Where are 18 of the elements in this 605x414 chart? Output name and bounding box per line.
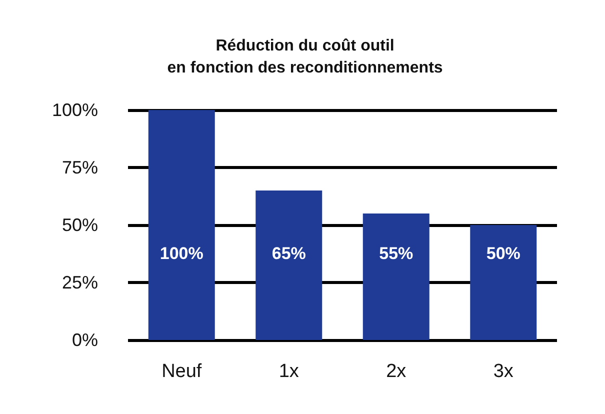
bar: [148, 110, 215, 340]
data-label: 65%: [272, 244, 306, 263]
y-tick-label: 0%: [72, 330, 98, 350]
bar: [470, 225, 537, 340]
bar: [362, 214, 430, 340]
data-label: 100%: [160, 244, 204, 263]
x-tick-label: 2x: [386, 361, 407, 382]
y-tick-label: 50%: [62, 215, 98, 235]
x-tick-label: 3x: [493, 361, 514, 382]
y-tick-label: 25%: [62, 272, 98, 292]
chart-title: Réduction du coût outil en fonction des reconditionnements: [167, 38, 443, 76]
x-tick-label: Neuf: [162, 361, 202, 382]
bar: [256, 190, 322, 340]
x-tick-label: 1x: [278, 361, 300, 382]
y-tick-label: 75%: [62, 158, 98, 178]
data-label: 50%: [486, 244, 520, 263]
y-tick-label: 100%: [52, 100, 98, 120]
data-label: 55%: [379, 244, 414, 263]
